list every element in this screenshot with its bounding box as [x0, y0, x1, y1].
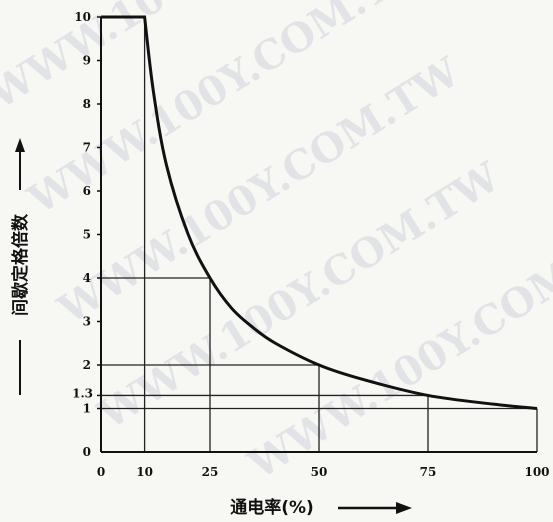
y-tick-label: 7: [83, 141, 91, 155]
y-tick-label: 1.3: [72, 386, 93, 400]
x-arrow-head: [396, 502, 412, 514]
axes: [97, 16, 537, 453]
y-tick-label: 0: [83, 445, 91, 459]
curve-layer: [101, 15, 538, 410]
y-axis-title: 间歇定格倍数: [10, 213, 31, 316]
y-tick-label: 6: [83, 184, 91, 198]
y-arrow-head: [15, 138, 25, 152]
y-tick-label: 10: [74, 10, 91, 24]
y-tick-label: 1: [83, 402, 91, 416]
x-tick-label: 75: [420, 465, 437, 479]
y-tick-label: 9: [83, 54, 91, 68]
x-tick-label: 25: [202, 465, 219, 479]
watermark-text: WWW.100Y.COM.TW: [50, 48, 469, 334]
x-tick-label: 50: [311, 465, 328, 479]
y-tick-label: 5: [83, 228, 91, 242]
watermark-layer: WWW.100Y.COM.TWWWW.100Y.COM.TWWWW.100Y.C…: [0, 0, 553, 489]
duty-cycle-curve: [101, 15, 538, 410]
x-axis-title: 通电率(%): [230, 497, 314, 518]
y-tick-label: 4: [83, 271, 91, 285]
tick-labels: 0 1 2 3 4 5 6 7 8 9 10 1.3 0 10 25 50 75 100: [72, 10, 549, 479]
y-tick-label: 8: [83, 97, 91, 111]
x-tick-label: 10: [136, 465, 153, 479]
x-tick-label: 100: [524, 465, 549, 479]
y-tick-label: 3: [83, 315, 91, 329]
y-tick-label: 2: [83, 358, 91, 372]
x-tick-label: 0: [97, 465, 105, 479]
